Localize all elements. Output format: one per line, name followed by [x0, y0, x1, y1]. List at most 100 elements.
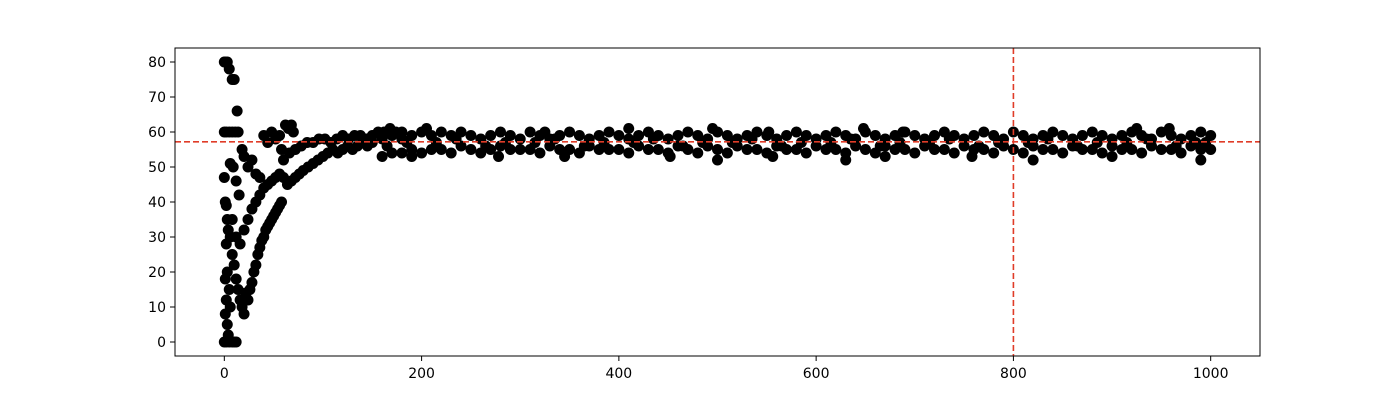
scatter-point: [692, 147, 704, 159]
x-tick-label: 400: [605, 366, 632, 382]
scatter-point: [514, 133, 526, 145]
scatter-point: [1047, 144, 1059, 155]
scatter-point: [406, 151, 418, 162]
scatter-point: [830, 126, 842, 138]
scatter-point: [857, 123, 869, 134]
scatter-point: [924, 137, 936, 148]
scatter-point: [763, 126, 775, 138]
scatter-point: [800, 147, 812, 159]
scatter-point: [988, 147, 1000, 159]
scatter-point: [623, 147, 635, 159]
scatter-point: [514, 144, 526, 155]
scatter-point: [628, 137, 640, 148]
scatter-point: [1076, 130, 1088, 141]
scatter-point: [1037, 144, 1049, 155]
scatter-point: [909, 130, 921, 141]
scatter-point: [1017, 147, 1029, 159]
scatter-point: [221, 319, 233, 330]
scatter-point: [874, 140, 886, 152]
scatter-point: [664, 151, 676, 162]
x-tick-label: 0: [220, 366, 229, 382]
scatter-point: [845, 133, 857, 145]
scatter-point: [228, 259, 240, 271]
scatter-point: [573, 130, 585, 141]
y-tick-label: 60: [148, 125, 166, 141]
scatter-point: [623, 123, 635, 134]
scatter-point: [480, 140, 492, 152]
scatter-point: [1163, 123, 1175, 134]
scatter-point: [493, 151, 505, 162]
scatter-point: [219, 308, 231, 320]
scatter-point: [1106, 133, 1118, 145]
x-tick-label: 1000: [1193, 366, 1229, 382]
scatter-point: [662, 133, 674, 145]
scatter-point: [1195, 126, 1207, 138]
scatter-point: [231, 105, 243, 117]
scatter-point: [1057, 147, 1069, 159]
scatter-point: [652, 144, 664, 155]
scatter-point: [1027, 154, 1039, 166]
scatter-point: [1057, 130, 1069, 141]
scatter-point: [226, 214, 238, 225]
scatter-point: [401, 137, 413, 148]
scatter-point: [276, 196, 288, 208]
y-tick-label: 80: [148, 55, 166, 71]
scatter-point: [1106, 151, 1118, 162]
y-tick-label: 30: [148, 230, 166, 246]
scatter-point: [465, 130, 477, 141]
scatter-point: [450, 133, 462, 145]
scatter-point: [232, 126, 244, 138]
y-tick-label: 50: [148, 160, 166, 176]
scatter-point: [726, 137, 738, 148]
y-tick-label: 20: [148, 265, 166, 281]
scatter-point: [230, 273, 242, 285]
scatter-point: [246, 154, 258, 166]
scatter-point: [642, 144, 654, 155]
scatter-point: [1136, 147, 1148, 159]
scatter-point: [445, 147, 457, 159]
scatter-point: [1121, 137, 1133, 148]
scatter-point: [499, 137, 511, 148]
scatter-point: [682, 126, 694, 138]
data-points: [218, 56, 1217, 348]
scatter-point: [495, 126, 506, 138]
x-tick-label: 800: [1000, 366, 1027, 382]
scatter-point: [767, 151, 779, 162]
scatter-point: [396, 147, 408, 159]
scatter-point: [897, 126, 909, 138]
scatter-point: [712, 154, 723, 166]
scatter-point: [1022, 137, 1034, 148]
scatter-point: [524, 126, 536, 138]
scatter-point: [485, 130, 497, 141]
scatter-point: [218, 172, 230, 183]
scatter-point: [1072, 140, 1084, 152]
scatter-point: [230, 336, 242, 348]
scatter-point: [549, 133, 561, 145]
scatter-point: [1141, 133, 1153, 145]
scatter-point: [228, 74, 240, 85]
y-axis: 0 10 20 30 40 50 60 70 80: [148, 55, 175, 351]
scatter-point: [578, 140, 590, 152]
scatter-point: [840, 154, 852, 166]
scatter-point: [230, 175, 242, 187]
scatter-point: [559, 151, 571, 162]
x-axis: 0 200 400 600 800 1000: [220, 356, 1229, 382]
scatter-point: [1170, 140, 1182, 152]
scatter-point: [613, 130, 625, 141]
x-tick-label: 600: [803, 366, 830, 382]
scatter-point: [238, 308, 250, 320]
scatter-point: [943, 133, 955, 145]
scatter-point: [226, 249, 238, 260]
scatter-point: [958, 133, 970, 145]
y-tick-label: 70: [148, 90, 166, 106]
scatter-point: [790, 126, 802, 138]
scatter-point: [534, 147, 546, 159]
scatter-point: [613, 144, 625, 155]
scatter-point: [677, 140, 689, 152]
scatter-point: [647, 133, 659, 145]
scatter-point: [751, 144, 763, 155]
scatter-point: [973, 140, 985, 152]
scatter-point: [1096, 147, 1108, 159]
